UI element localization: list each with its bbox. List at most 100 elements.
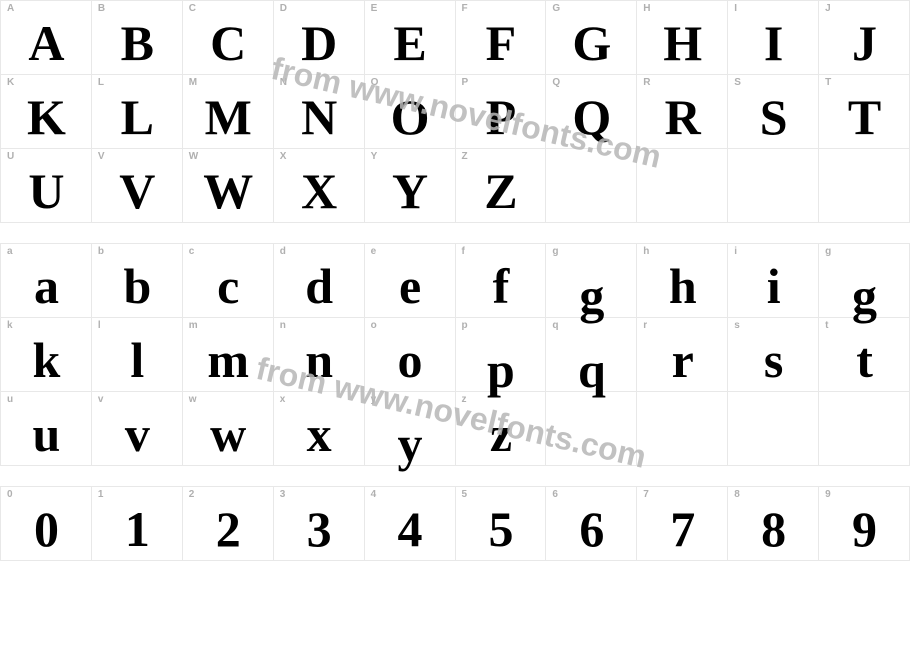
glyph-cell-label: z xyxy=(462,395,540,405)
glyph: d xyxy=(305,261,332,311)
glyph-cell: aa xyxy=(1,244,92,318)
glyph-cell-label: P xyxy=(462,78,540,88)
glyph-cell: II xyxy=(728,1,819,75)
glyph-cell-label: C xyxy=(189,4,267,14)
section-spacer xyxy=(0,223,911,243)
glyph-cell-label: G xyxy=(552,4,630,14)
glyph-cell-label: s xyxy=(734,321,812,331)
glyph-cell: CC xyxy=(183,1,274,75)
glyph: W xyxy=(203,166,252,216)
glyph-cell-label: D xyxy=(280,4,358,14)
glyph: q xyxy=(578,345,605,395)
glyph-cell-label: 8 xyxy=(734,490,812,500)
glyph-cell: MM xyxy=(183,75,274,149)
glyph-cell-label: 3 xyxy=(280,490,358,500)
glyph: t xyxy=(856,335,872,385)
glyph-cell-label: N xyxy=(280,78,358,88)
glyph-cell-label: I xyxy=(734,4,812,14)
glyph-cell-label: o xyxy=(371,321,449,331)
glyph-cell-label: u xyxy=(7,395,85,405)
glyph-cell: BB xyxy=(92,1,183,75)
glyph-cell: 88 xyxy=(728,487,819,561)
glyph: l xyxy=(130,335,143,385)
glyph: e xyxy=(399,261,420,311)
glyph: g xyxy=(852,271,876,321)
glyph: 5 xyxy=(488,504,512,554)
glyph: x xyxy=(307,409,331,459)
glyph-cell-label: h xyxy=(643,247,721,257)
glyph-cell-label: Q xyxy=(552,78,630,88)
glyph-cell-label: M xyxy=(189,78,267,88)
glyph-cell: VV xyxy=(92,149,183,223)
glyph: n xyxy=(305,335,332,385)
glyph-cell: AA xyxy=(1,1,92,75)
glyph-cell: 66 xyxy=(546,487,637,561)
glyph-cell-label: k xyxy=(7,321,85,331)
glyph-cell: cc xyxy=(183,244,274,318)
glyph-cell: JJ xyxy=(819,1,910,75)
glyph: Q xyxy=(572,92,610,142)
glyph-cell-label: J xyxy=(825,4,903,14)
glyph-cell-label: A xyxy=(7,4,85,14)
glyph-cell: 77 xyxy=(637,487,728,561)
glyph-cell-label: S xyxy=(734,78,812,88)
glyph-cell: kk xyxy=(1,318,92,392)
glyph: L xyxy=(121,92,153,142)
glyph-cell: gg xyxy=(819,244,910,318)
glyph: E xyxy=(393,18,425,68)
section-spacer xyxy=(0,466,911,486)
glyph: 1 xyxy=(125,504,149,554)
glyph: P xyxy=(486,92,516,142)
glyph-cell-label: x xyxy=(280,395,358,405)
glyph: a xyxy=(34,261,58,311)
glyph: 4 xyxy=(398,504,422,554)
glyph-cell-label: m xyxy=(189,321,267,331)
glyph-cell-label: v xyxy=(98,395,176,405)
glyph-cell-label: n xyxy=(280,321,358,331)
glyph-cell: DD xyxy=(274,1,365,75)
glyph-cell: QQ xyxy=(546,75,637,149)
glyph-cell-label: E xyxy=(371,4,449,14)
glyph: K xyxy=(27,92,65,142)
glyph-grid-digits: 00112233445566778899 xyxy=(0,486,910,561)
glyph-cell: uu xyxy=(1,392,92,466)
glyph: m xyxy=(207,335,248,385)
glyph: 0 xyxy=(34,504,58,554)
glyph-cell xyxy=(819,392,910,466)
glyph-cell-label: O xyxy=(371,78,449,88)
glyph: U xyxy=(28,166,63,216)
glyph-cell: oo xyxy=(365,318,456,392)
glyph-cell-label: 6 xyxy=(552,490,630,500)
glyph: D xyxy=(301,18,336,68)
glyph-cell-label: t xyxy=(825,321,903,331)
glyph-cell-label: 1 xyxy=(98,490,176,500)
glyph: N xyxy=(301,92,336,142)
glyph-cell: ee xyxy=(365,244,456,318)
glyph-cell: HH xyxy=(637,1,728,75)
glyph: i xyxy=(767,261,780,311)
glyph-cell-label: g xyxy=(552,247,630,257)
glyph-cell-label: R xyxy=(643,78,721,88)
glyph-cell: yy xyxy=(365,392,456,466)
glyph-cell-label: W xyxy=(189,152,267,162)
glyph: h xyxy=(669,261,696,311)
glyph: v xyxy=(125,409,149,459)
glyph-cell: 11 xyxy=(92,487,183,561)
glyph-cell-label: H xyxy=(643,4,721,14)
glyph-cell-label: 7 xyxy=(643,490,721,500)
glyph-cell-label: c xyxy=(189,247,267,257)
glyph-cell: ii xyxy=(728,244,819,318)
glyph-cell-label: 5 xyxy=(462,490,540,500)
glyph: Y xyxy=(392,166,427,216)
glyph-cell: LL xyxy=(92,75,183,149)
glyph-cell: ff xyxy=(456,244,547,318)
glyph: R xyxy=(665,92,700,142)
glyph: T xyxy=(848,92,880,142)
glyph-cell-label: K xyxy=(7,78,85,88)
glyph: b xyxy=(123,261,150,311)
glyph: w xyxy=(210,409,245,459)
glyph-cell: 44 xyxy=(365,487,456,561)
glyph-cell-label: L xyxy=(98,78,176,88)
glyph-cell xyxy=(546,149,637,223)
glyph-cell-label: f xyxy=(462,247,540,257)
